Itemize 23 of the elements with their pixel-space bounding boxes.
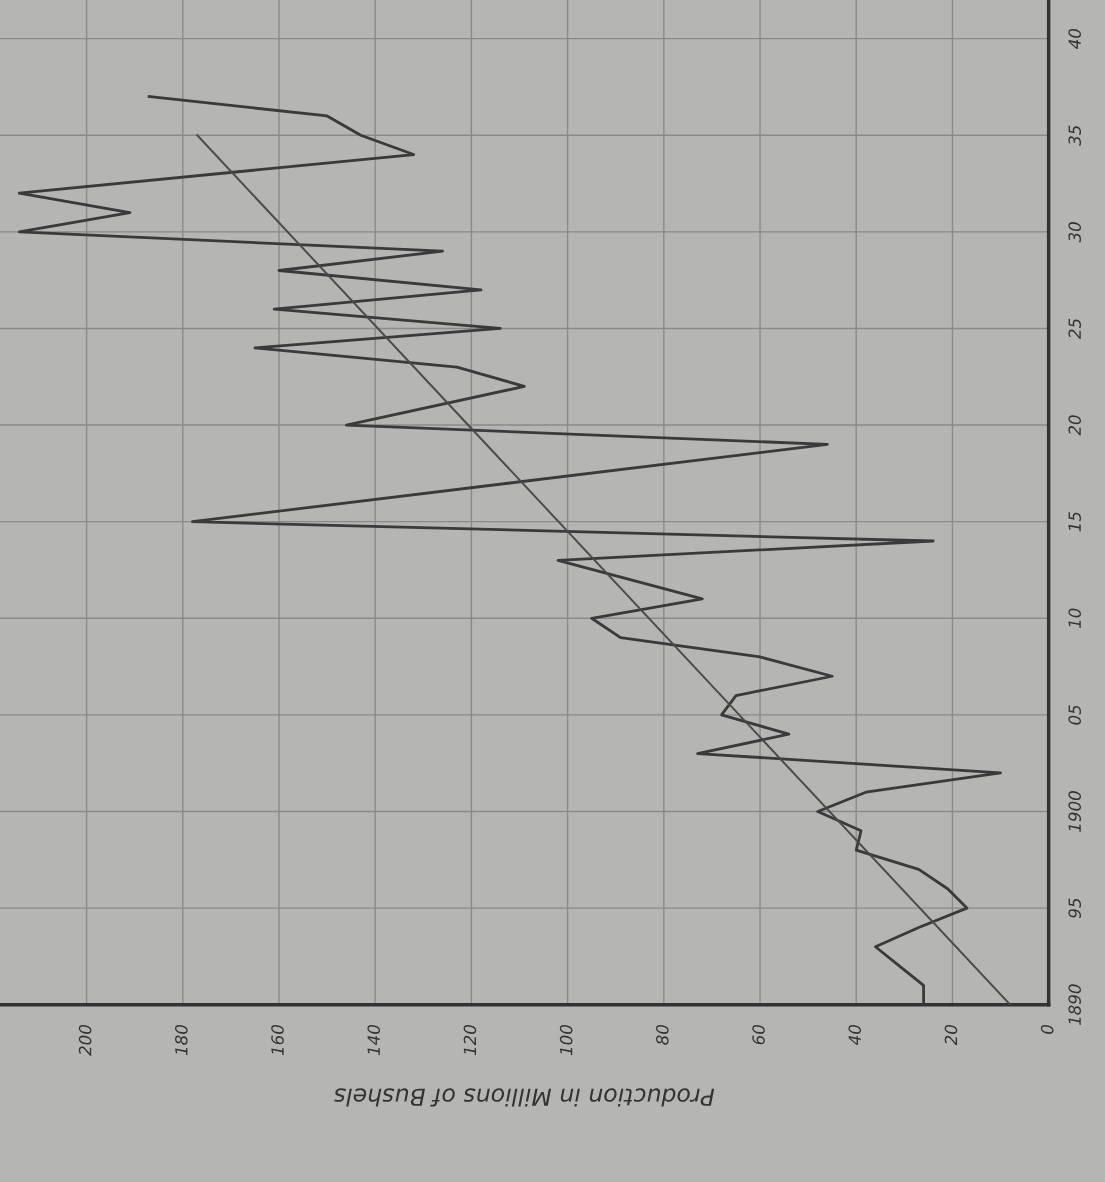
x-tick-label: 160 [271, 1024, 284, 1056]
x-tick-label: 120 [463, 1024, 477, 1056]
x-tick-label: 0 [1040, 1024, 1054, 1034]
y-tick-label: 30 [1068, 222, 1081, 243]
x-tick-label: 80 [656, 1024, 669, 1045]
x-axis-title: Production in Millions of Bushels [334, 1088, 715, 1107]
x-tick-label: 180 [175, 1024, 188, 1056]
y-tick-label: 25 [1068, 318, 1081, 339]
y-tick-label: 95 [1068, 898, 1081, 918]
y-tick-label: 20 [1068, 415, 1081, 436]
y-tick-label: 1900 [1068, 791, 1081, 832]
x-tick-label: 100 [559, 1024, 573, 1056]
x-tick-label: 200 [78, 1024, 92, 1056]
y-tick-label: 40 [1068, 28, 1081, 49]
y-tick-label: 10 [1068, 608, 1081, 629]
y-tick-label: 15 [1068, 511, 1081, 532]
y-tick-label: 1890 [1068, 984, 1081, 1026]
x-tick-label: 140 [367, 1024, 381, 1056]
y-tick-label: 35 [1068, 125, 1081, 146]
y-tick-label: 05 [1068, 705, 1081, 725]
x-tick-label: 60 [752, 1024, 765, 1045]
x-tick-label: 40 [848, 1024, 862, 1046]
x-tick-label: 20 [944, 1024, 958, 1046]
